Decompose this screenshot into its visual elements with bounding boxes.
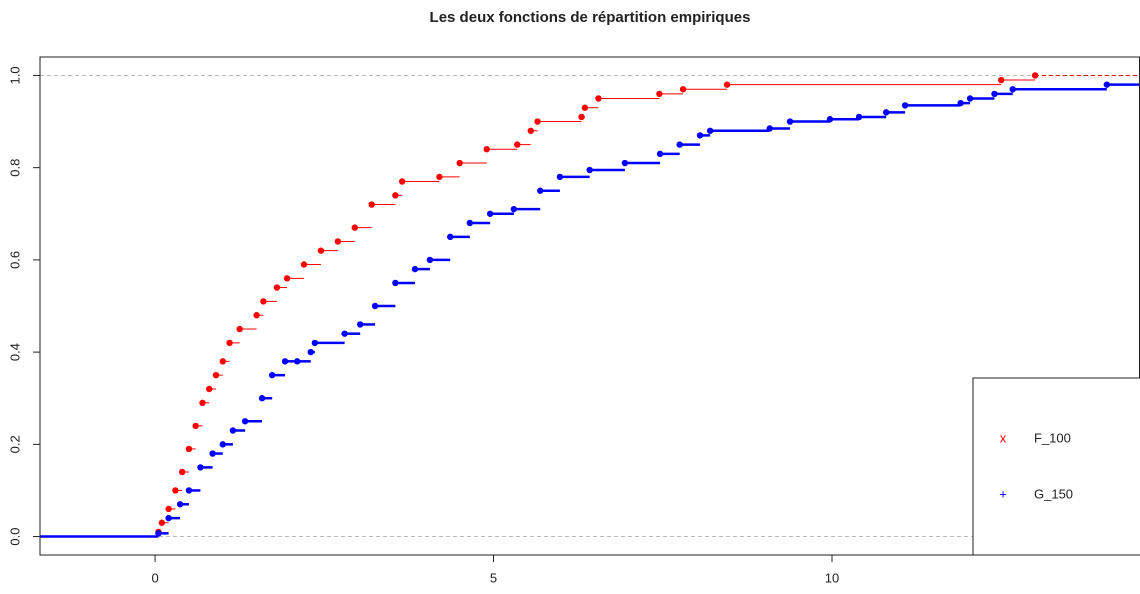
point: [392, 279, 399, 287]
point: [398, 178, 406, 185]
legend-symbol: +: [999, 486, 1007, 501]
point: [281, 358, 289, 365]
point: [595, 95, 602, 102]
y-tick-label: 0.4: [7, 343, 22, 361]
point: [586, 166, 593, 174]
point: [696, 132, 704, 139]
y-tick-label: 1.0: [7, 66, 22, 84]
point: [241, 418, 249, 425]
legend-label: F_100: [1034, 430, 1071, 445]
point: [556, 173, 564, 181]
point: [300, 261, 308, 268]
point: [621, 159, 629, 167]
y-tick-label: 0.8: [7, 159, 22, 177]
point: [158, 519, 166, 526]
point: [294, 358, 301, 365]
point: [706, 127, 714, 134]
point: [578, 113, 585, 121]
point: [311, 339, 319, 347]
y-tick-label: 0.6: [7, 251, 22, 269]
point: [356, 321, 364, 328]
point: [656, 150, 664, 158]
point: [786, 118, 794, 125]
point: [197, 464, 204, 471]
point: [236, 325, 243, 333]
point: [155, 530, 162, 537]
point: [268, 371, 276, 379]
point: [219, 441, 226, 448]
point: [957, 99, 964, 107]
point: [206, 385, 213, 393]
point: [1031, 72, 1039, 79]
legend: x F_100 + G_150: [972, 377, 1140, 556]
point: [676, 141, 683, 148]
point: [656, 90, 663, 98]
point: [199, 399, 206, 407]
point: [510, 205, 518, 213]
point: [483, 146, 490, 153]
legend-label: G_150: [1034, 486, 1073, 501]
point: [534, 118, 541, 125]
point: [185, 487, 193, 494]
point: [178, 468, 186, 476]
point: [260, 298, 267, 305]
point: [447, 233, 454, 241]
point: [855, 113, 863, 121]
point: [165, 514, 172, 522]
point: [436, 173, 443, 181]
point: [351, 224, 358, 231]
point: [192, 422, 199, 430]
point: [456, 159, 463, 167]
point: [165, 505, 172, 513]
point: [172, 487, 179, 494]
point: [1103, 81, 1111, 88]
point: [486, 210, 494, 217]
y-tick-label: 0.0: [7, 528, 22, 546]
point: [537, 187, 544, 194]
legend-symbol: x: [1000, 430, 1007, 445]
legend-box: [972, 377, 1140, 556]
point: [826, 116, 834, 123]
point: [283, 275, 291, 282]
point: [1009, 86, 1016, 93]
point: [273, 284, 281, 291]
point: [723, 81, 731, 88]
point: [368, 201, 375, 208]
point: [341, 330, 348, 337]
point: [253, 312, 260, 319]
point: [176, 501, 184, 508]
point: [371, 302, 379, 310]
x-tick-label: 5: [490, 570, 497, 585]
chart-title: Les deux fonctions de répartition empiri…: [430, 9, 751, 26]
point: [426, 256, 434, 264]
point: [317, 247, 325, 254]
point: [998, 76, 1005, 84]
point: [307, 348, 314, 356]
point: [212, 371, 220, 379]
point: [966, 95, 974, 102]
plot-area: [40, 72, 1140, 538]
point: [334, 238, 342, 245]
point: [258, 395, 266, 402]
point: [219, 358, 226, 365]
point: [581, 104, 589, 111]
point: [882, 109, 890, 116]
point: [411, 265, 419, 273]
x-tick-label: 10: [825, 570, 839, 585]
x-tick-label: 0: [151, 570, 158, 585]
point: [679, 86, 687, 93]
point: [766, 125, 773, 132]
point: [229, 427, 237, 434]
point: [466, 219, 474, 227]
point: [527, 127, 534, 134]
point: [514, 141, 521, 148]
y-tick-label: 0.2: [7, 435, 22, 453]
point: [392, 192, 399, 199]
point: [991, 90, 998, 98]
point: [226, 339, 233, 347]
point: [209, 450, 216, 457]
point: [901, 102, 909, 109]
point: [185, 445, 193, 453]
